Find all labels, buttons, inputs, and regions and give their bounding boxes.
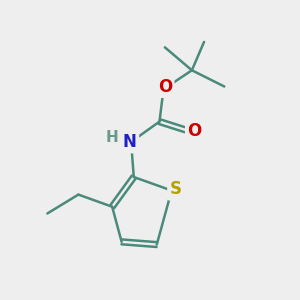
Text: N: N bbox=[123, 133, 137, 151]
Text: O: O bbox=[158, 77, 172, 95]
Text: H: H bbox=[106, 130, 118, 145]
Text: O: O bbox=[188, 122, 202, 140]
Text: S: S bbox=[170, 180, 182, 198]
